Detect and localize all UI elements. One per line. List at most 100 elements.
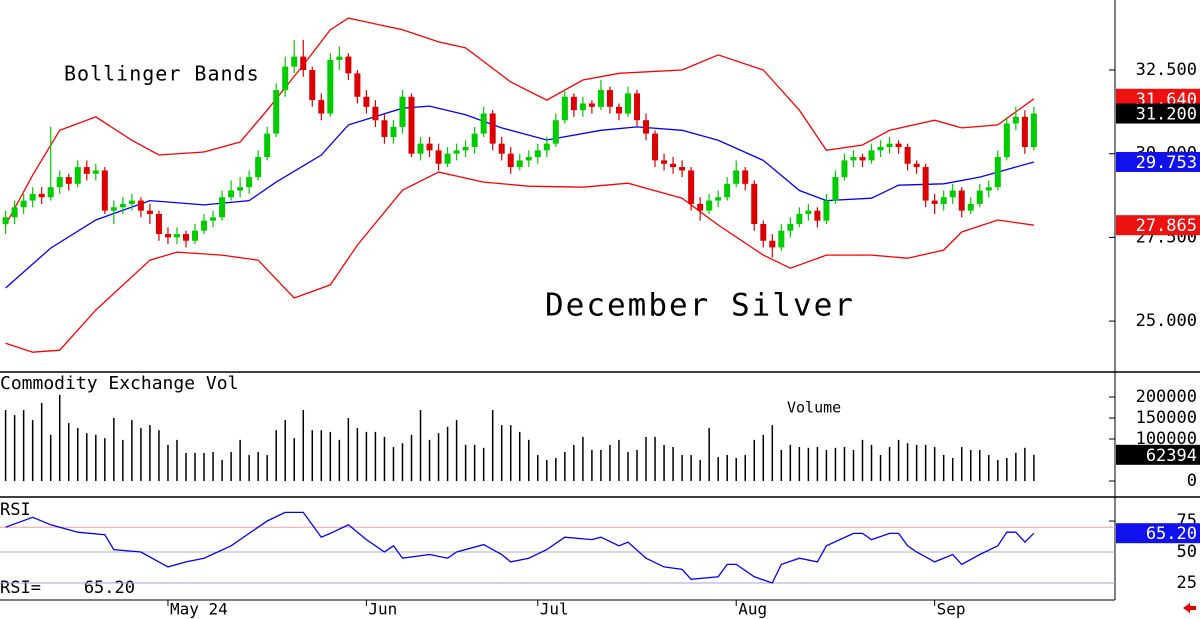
volume-bar: [347, 418, 350, 482]
volume-bar: [446, 426, 449, 482]
candle-body: [2, 217, 9, 225]
volume-bar: [771, 425, 774, 482]
y-tick-label: 0: [1187, 471, 1197, 491]
candle-body: [679, 167, 686, 171]
volume-bar: [113, 418, 115, 482]
scroll-arrow[interactable]: [1183, 603, 1196, 613]
bollinger-band: [5, 17, 1035, 226]
candle-body: [453, 150, 460, 154]
candle-body: [183, 234, 189, 241]
volume-bar: [320, 430, 323, 482]
volume-bar: [122, 439, 124, 482]
candle-body: [435, 150, 442, 164]
rsi-annotation: RSI=: [0, 578, 41, 598]
candle-body: [967, 203, 974, 211]
candle-body: [814, 210, 821, 221]
x-tick-label: Aug: [738, 600, 767, 619]
volume-bar: [627, 452, 629, 482]
candle-body: [417, 143, 424, 154]
volume-bar: [383, 436, 386, 482]
candle-body: [137, 200, 144, 211]
volume-bar: [356, 428, 359, 482]
volume-bar: [789, 444, 792, 482]
candle-body: [65, 177, 72, 184]
candle-body: [92, 170, 99, 174]
candle-body: [201, 220, 208, 231]
x-tick-label: May 24: [170, 600, 228, 619]
candle-body: [228, 190, 235, 198]
volume-bar: [861, 439, 864, 482]
volume-bar: [158, 430, 160, 482]
y-tick-label: 200000: [1136, 387, 1197, 407]
volume-bar: [185, 452, 187, 482]
candle-body: [634, 93, 640, 121]
volume-bar: [4, 410, 7, 482]
volume-bar: [392, 447, 395, 482]
candle-body: [273, 90, 280, 134]
last-value-box-label: 31.200: [1136, 105, 1197, 125]
volume-bar: [518, 431, 521, 482]
volume-bar: [491, 410, 494, 482]
last-rsi-box: [1116, 523, 1200, 544]
candle-body: [994, 157, 1001, 188]
candle-body: [363, 96, 370, 107]
volume-bar: [176, 439, 178, 482]
volume-bar: [248, 454, 250, 482]
candle-body: [877, 146, 884, 151]
candle-body: [471, 133, 478, 147]
candle-body: [715, 197, 722, 201]
y-tick-label: 100000: [1136, 429, 1197, 449]
volume-bar: [40, 402, 43, 482]
volume-bar: [979, 449, 981, 482]
candle-body: [155, 213, 162, 235]
candle-body: [146, 210, 153, 214]
volume-bar: [960, 447, 963, 482]
volume-bar: [591, 449, 593, 482]
volume-bar: [726, 454, 728, 482]
candle-body: [300, 56, 307, 70]
volume-title: Commodity Exchange Vol: [0, 373, 238, 394]
candle-body: [507, 153, 514, 168]
volume-bar: [555, 457, 557, 482]
volume-bar: [86, 433, 88, 482]
volume-bar: [699, 460, 701, 482]
candle-body: [949, 190, 956, 198]
candle-body: [1030, 113, 1037, 147]
volume-bar: [735, 457, 737, 482]
candle-body: [904, 146, 911, 164]
candle-body: [210, 217, 217, 221]
volume-bar: [897, 439, 900, 482]
volume-bar: [22, 410, 25, 482]
volume-bar: [681, 454, 683, 482]
candle-body: [778, 230, 785, 248]
candle-body: [724, 183, 731, 198]
candle-body: [29, 193, 36, 201]
candle-body: [615, 106, 622, 114]
candle-body: [624, 93, 631, 114]
volume-bar: [834, 447, 837, 482]
volume-bar: [915, 444, 918, 482]
volume-bar: [31, 420, 34, 482]
candle-body: [841, 160, 848, 178]
volume-bar: [374, 431, 377, 482]
volume-bar: [1033, 454, 1035, 482]
candle-body: [426, 143, 433, 151]
candle-body: [1012, 116, 1019, 124]
volume-bar: [951, 457, 954, 482]
volume-bar: [997, 460, 999, 482]
candle-body: [597, 90, 604, 107]
volume-bar: [221, 460, 223, 482]
volume-bar: [311, 430, 314, 482]
volume-bar: [329, 431, 332, 482]
volume-bar: [618, 439, 620, 482]
volume-bar: [933, 447, 936, 482]
candle-body: [579, 103, 586, 111]
volume-bar: [744, 454, 746, 482]
volume-bar: [988, 454, 990, 482]
volume-bar: [609, 444, 611, 482]
candle-body: [246, 177, 253, 188]
candle-body: [354, 73, 361, 97]
volume-bar: [77, 428, 79, 482]
volume-bar: [825, 449, 828, 482]
